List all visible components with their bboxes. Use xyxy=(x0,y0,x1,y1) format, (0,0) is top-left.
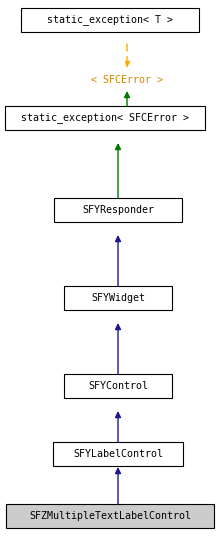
FancyBboxPatch shape xyxy=(53,442,183,466)
Text: < SFCError >: < SFCError > xyxy=(91,75,163,85)
FancyBboxPatch shape xyxy=(6,504,214,528)
Text: static_exception< T >: static_exception< T > xyxy=(47,14,173,25)
Text: static_exception< SFCError >: static_exception< SFCError > xyxy=(21,113,189,123)
Text: SFYLabelControl: SFYLabelControl xyxy=(73,449,163,459)
FancyBboxPatch shape xyxy=(64,374,172,398)
FancyArrowPatch shape xyxy=(124,93,130,106)
FancyBboxPatch shape xyxy=(64,286,172,310)
FancyBboxPatch shape xyxy=(54,198,182,222)
FancyArrowPatch shape xyxy=(116,413,120,442)
FancyArrowPatch shape xyxy=(116,236,120,286)
FancyArrowPatch shape xyxy=(116,145,120,198)
Text: SFYResponder: SFYResponder xyxy=(82,205,154,215)
FancyArrowPatch shape xyxy=(124,44,130,66)
FancyArrowPatch shape xyxy=(116,325,120,374)
FancyArrowPatch shape xyxy=(116,468,120,504)
Text: SFYWidget: SFYWidget xyxy=(91,293,145,303)
FancyBboxPatch shape xyxy=(5,106,205,130)
Text: SFZMultipleTextLabelControl: SFZMultipleTextLabelControl xyxy=(29,511,191,521)
Text: SFYControl: SFYControl xyxy=(88,381,148,391)
FancyBboxPatch shape xyxy=(21,8,199,32)
